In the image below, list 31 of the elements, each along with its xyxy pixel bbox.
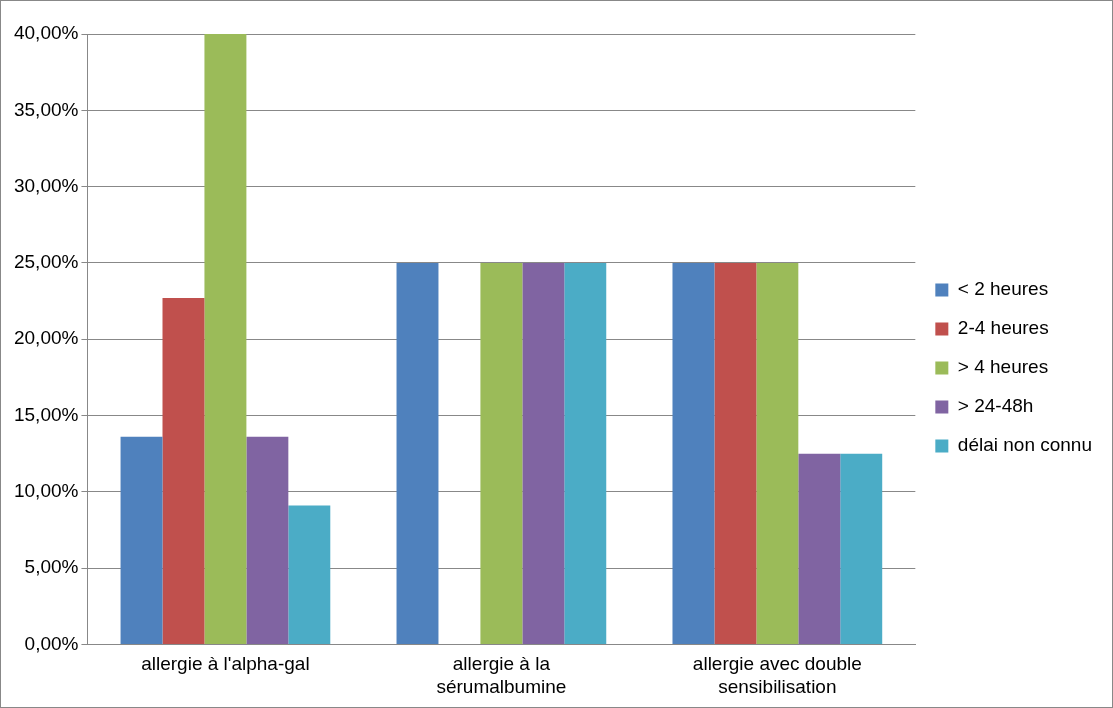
bar: [204, 34, 247, 644]
y-tick-label: 15,00%: [13, 403, 79, 425]
y-tick-label: 35,00%: [13, 98, 79, 120]
y-tick-label: 10,00%: [13, 480, 79, 502]
bar: [798, 453, 841, 644]
bar: [120, 436, 163, 644]
x-tick-label: allergie à l'alpha-gal: [141, 653, 310, 675]
bar: [714, 262, 757, 644]
x-tick-label: allergie à la sérumalbumine: [436, 653, 567, 697]
bar: [246, 436, 289, 644]
bar: [162, 298, 205, 644]
y-tick-label: 30,00%: [13, 174, 79, 196]
legend-label: > 4 heures: [957, 356, 1049, 378]
bar: [756, 262, 799, 644]
y-tick-label: 40,00%: [13, 22, 79, 44]
bar: [396, 262, 439, 644]
y-tick-label: 5,00%: [24, 556, 79, 578]
bar: [564, 262, 607, 644]
legend-label: < 2 heures: [957, 278, 1049, 300]
bar: [840, 453, 883, 644]
bar: [522, 262, 565, 644]
legend-label: délai non connu: [957, 434, 1092, 456]
y-tick-label: 0,00%: [24, 632, 79, 654]
legend-label: 2-4 heures: [957, 317, 1049, 339]
bar: [288, 505, 331, 644]
bar: [480, 262, 523, 644]
bar: [672, 262, 715, 644]
legend-label: > 24-48h: [957, 395, 1034, 417]
y-tick-label: 25,00%: [13, 251, 79, 273]
x-tick-label: allergie avec double sensibilisation: [692, 653, 862, 697]
y-tick-label: 20,00%: [13, 327, 79, 349]
